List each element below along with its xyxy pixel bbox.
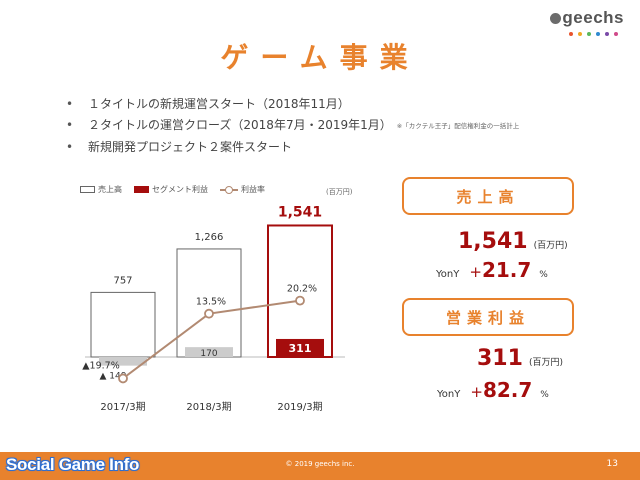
logo-dot [587, 32, 591, 36]
bullet-item: １タイトルの新規運営スタート（2018年11月） [66, 94, 519, 115]
kpi-sales-value: 1,541 (百万円) [458, 229, 568, 254]
profit-rate-label: ▲19.7% [82, 360, 120, 371]
sales-value-label: 1,266 [195, 232, 224, 243]
kpi-profit-value: 311 (百万円) [477, 346, 563, 371]
sales-bar [267, 224, 333, 359]
logo-dot [596, 32, 600, 36]
logo-color-dots [569, 32, 618, 36]
sales-bar [176, 248, 242, 358]
profit-rate-label: 20.2% [287, 284, 317, 295]
sales-value-label: 1,541 [278, 204, 322, 220]
chart-legend: 売上高 セグメント利益 利益率 [80, 184, 277, 195]
profit-bar [185, 347, 233, 357]
legend-item-rate: 利益率 [220, 184, 265, 195]
kpi-profit-title-box: 営業利益 [402, 298, 574, 336]
category-axis-label: 2018/3期 [186, 401, 231, 413]
category-axis-label: 2017/3期 [100, 401, 145, 413]
bullet-list: １タイトルの新規運営スタート（2018年11月） ２タイトルの運営クローズ（20… [66, 94, 519, 158]
kpi-sales-title-box: 売上高 [402, 177, 574, 215]
profit-bar [99, 357, 147, 366]
legend-item-profit: セグメント利益 [134, 184, 208, 195]
profit-rate-point [118, 373, 128, 384]
page-number: 13 [606, 459, 618, 469]
profit-rate-label: 13.5% [196, 297, 226, 308]
bullet-item: ２タイトルの運営クローズ（2018年7月・2019年1月）※「カクテル王子」配信… [66, 115, 519, 137]
legend-item-sales: 売上高 [80, 184, 122, 195]
copyright-text: © 2019 geechs inc. [285, 460, 355, 468]
profit-rate-point [204, 308, 214, 319]
bullet-note: ※「カクテル王子」配信権利金の一括計上 [396, 122, 520, 130]
segment-chart: 757 ▲ 149 2017/3期 1,266 170 2018/3期 1,541 311 20… [82, 204, 345, 413]
profit-value-label: ▲ 149 [100, 372, 127, 382]
profit-bar [276, 338, 324, 357]
logo-dot [569, 32, 573, 36]
legend-swatch-sales [80, 186, 95, 193]
sales-value-label: 757 [113, 275, 132, 286]
legend-swatch-rate [220, 185, 238, 194]
logo-mark-icon [550, 13, 562, 24]
legend-swatch-profit [134, 186, 149, 193]
footer-bar: Social Game Info © 2019 geechs inc. 13 [0, 452, 640, 480]
logo-dot [614, 32, 618, 36]
geechs-logo: geechs [544, 8, 624, 42]
profit-rate-point [295, 295, 305, 306]
category-axis-label: 2019/3期 [277, 401, 322, 413]
sales-bar [90, 291, 156, 358]
logo-text: geechs [562, 8, 624, 27]
watermark-logo: Social Game Info [6, 455, 140, 474]
logo-dot [605, 32, 609, 36]
profit-value-label: 311 [289, 342, 312, 355]
logo-dot [578, 32, 582, 36]
kpi-sales-yony: YonY +21.7% [436, 258, 548, 282]
bullet-item: 新規開発プロジェクト２案件スタート [66, 137, 519, 158]
kpi-profit-yony: YonY +82.7% [437, 378, 549, 402]
chart-unit-label: (百万円) [326, 188, 353, 196]
profit-value-label: 170 [200, 349, 217, 359]
page-title: ゲーム事業 [220, 41, 420, 74]
